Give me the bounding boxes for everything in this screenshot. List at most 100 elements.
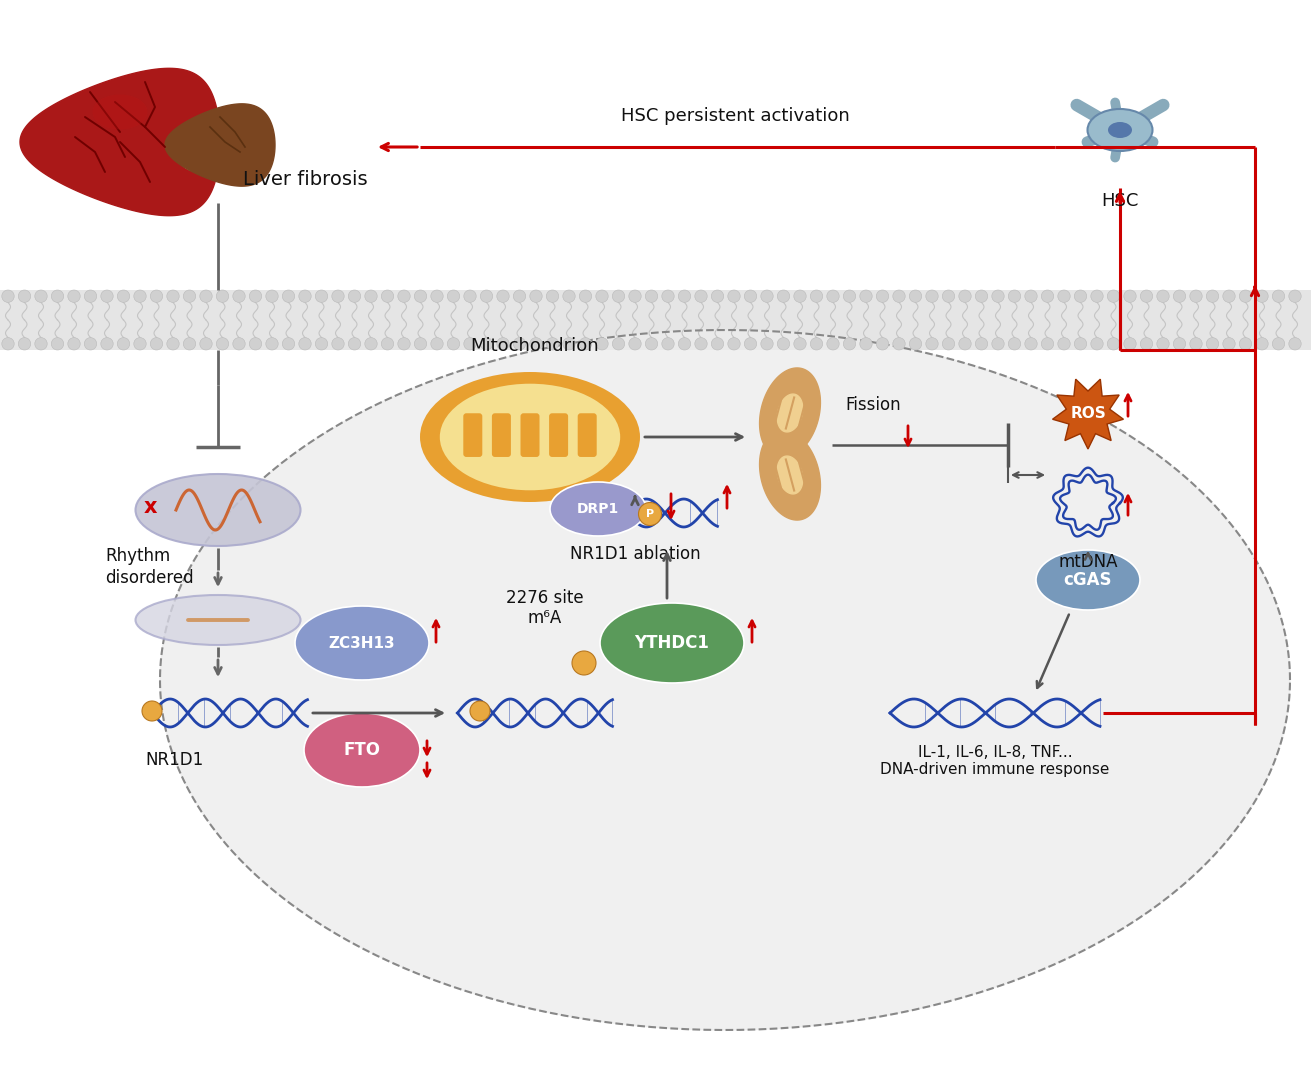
Circle shape: [893, 337, 905, 350]
Circle shape: [1223, 337, 1235, 350]
Circle shape: [1025, 337, 1037, 350]
Circle shape: [349, 290, 361, 303]
FancyBboxPatch shape: [0, 290, 1311, 350]
Circle shape: [431, 337, 443, 350]
Circle shape: [332, 337, 345, 350]
Ellipse shape: [1108, 122, 1131, 138]
Text: YTHDC1: YTHDC1: [635, 634, 709, 652]
Polygon shape: [759, 368, 821, 458]
Circle shape: [216, 337, 228, 350]
Text: Rhythm
disordered: Rhythm disordered: [105, 547, 194, 587]
Circle shape: [299, 337, 311, 350]
Ellipse shape: [135, 474, 300, 546]
Circle shape: [629, 290, 641, 303]
Circle shape: [612, 337, 625, 350]
Circle shape: [1156, 290, 1169, 303]
FancyBboxPatch shape: [578, 413, 597, 457]
Circle shape: [760, 337, 773, 350]
Circle shape: [595, 290, 608, 303]
Circle shape: [184, 290, 195, 303]
Circle shape: [51, 337, 64, 350]
Circle shape: [645, 290, 658, 303]
Circle shape: [117, 290, 130, 303]
FancyBboxPatch shape: [549, 413, 568, 457]
Circle shape: [266, 290, 278, 303]
Circle shape: [1256, 290, 1268, 303]
Circle shape: [397, 290, 410, 303]
Ellipse shape: [420, 372, 640, 502]
Circle shape: [332, 290, 345, 303]
Circle shape: [233, 290, 245, 303]
Circle shape: [1239, 290, 1252, 303]
Circle shape: [1, 337, 14, 350]
Circle shape: [199, 290, 212, 303]
Circle shape: [992, 290, 1004, 303]
Circle shape: [1124, 290, 1137, 303]
Circle shape: [1141, 290, 1152, 303]
Polygon shape: [160, 330, 1290, 1030]
Circle shape: [84, 337, 97, 350]
Text: 2276 site: 2276 site: [506, 589, 583, 607]
Circle shape: [1074, 337, 1087, 350]
Circle shape: [810, 290, 823, 303]
Polygon shape: [1053, 379, 1124, 449]
Circle shape: [199, 337, 212, 350]
Circle shape: [471, 701, 490, 722]
Circle shape: [678, 337, 691, 350]
Circle shape: [216, 290, 228, 303]
Circle shape: [117, 337, 130, 350]
Circle shape: [480, 290, 493, 303]
Circle shape: [101, 337, 113, 350]
Circle shape: [843, 290, 856, 303]
Ellipse shape: [1088, 108, 1152, 151]
Ellipse shape: [439, 384, 620, 490]
Text: ROS: ROS: [1070, 406, 1106, 421]
Circle shape: [975, 290, 987, 303]
Circle shape: [579, 337, 591, 350]
Circle shape: [530, 337, 543, 350]
Circle shape: [282, 290, 295, 303]
Circle shape: [1289, 337, 1302, 350]
Text: HSC: HSC: [1101, 192, 1139, 210]
Ellipse shape: [600, 603, 745, 682]
Circle shape: [975, 337, 987, 350]
Circle shape: [712, 290, 724, 303]
Circle shape: [662, 290, 674, 303]
Text: m⁶A: m⁶A: [528, 609, 562, 627]
Circle shape: [827, 337, 839, 350]
Circle shape: [480, 337, 493, 350]
Text: NR1D1 ablation: NR1D1 ablation: [570, 545, 700, 563]
Circle shape: [910, 337, 922, 350]
Circle shape: [958, 290, 971, 303]
Circle shape: [316, 337, 328, 350]
Circle shape: [299, 290, 311, 303]
Ellipse shape: [295, 607, 429, 680]
Circle shape: [1041, 337, 1054, 350]
Ellipse shape: [93, 94, 148, 129]
Polygon shape: [777, 394, 802, 432]
Text: IL-1, IL-6, IL-8, TNF...
DNA-driven immune response: IL-1, IL-6, IL-8, TNF... DNA-driven immu…: [880, 745, 1109, 777]
Circle shape: [1058, 290, 1070, 303]
Circle shape: [1008, 337, 1021, 350]
Ellipse shape: [177, 138, 223, 173]
Circle shape: [745, 290, 756, 303]
Circle shape: [364, 290, 378, 303]
Circle shape: [1041, 290, 1054, 303]
Text: Mitochondrion: Mitochondrion: [471, 337, 599, 355]
Circle shape: [1108, 337, 1120, 350]
Circle shape: [910, 290, 922, 303]
Circle shape: [184, 337, 195, 350]
Polygon shape: [165, 104, 275, 187]
Circle shape: [35, 337, 47, 350]
Circle shape: [166, 290, 180, 303]
Circle shape: [249, 337, 262, 350]
Polygon shape: [759, 430, 821, 520]
Circle shape: [514, 337, 526, 350]
Circle shape: [695, 337, 707, 350]
Circle shape: [662, 337, 674, 350]
Circle shape: [958, 337, 971, 350]
Circle shape: [793, 290, 806, 303]
Text: P: P: [646, 509, 654, 519]
Circle shape: [414, 337, 426, 350]
Circle shape: [876, 290, 889, 303]
